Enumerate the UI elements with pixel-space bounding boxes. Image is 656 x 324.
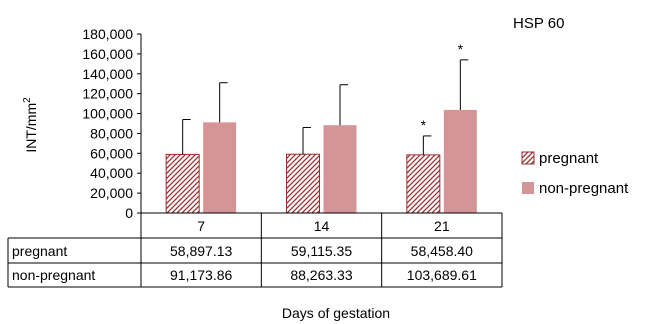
- bar-pregnant-14: [286, 153, 320, 214]
- bar-pregnant-21: [406, 154, 441, 214]
- legend-swatch: [522, 182, 534, 194]
- legend: pregnant non-pregnant: [521, 150, 629, 197]
- y-tick-label: 180,000: [82, 26, 133, 42]
- x-category-label: 14: [314, 218, 330, 234]
- table-cell: 91,173.86: [170, 267, 232, 283]
- x-axis-title: Days of gestation: [282, 305, 390, 321]
- table-cell: 58,458.40: [411, 243, 473, 259]
- bar-non-pregnant-7: [203, 122, 237, 213]
- legend-label: pregnant: [539, 150, 599, 167]
- significance-markers: **: [421, 41, 464, 133]
- table-cell: 59,115.35: [291, 243, 352, 259]
- legend-label: non-pregnant: [539, 180, 629, 197]
- table-cell: 88,263.33: [290, 267, 352, 283]
- y-tick-label: 20,000: [90, 185, 133, 201]
- y-tick-label: 140,000: [82, 66, 133, 82]
- y-axis-title-base: INT/mm: [23, 103, 39, 153]
- chart-title: HSP 60: [513, 15, 564, 32]
- bar-non-pregnant-21: [443, 109, 477, 213]
- y-tick-label: 40,000: [90, 165, 133, 181]
- table-row-label: non-pregnant: [12, 267, 95, 283]
- bar-pregnant-7: [165, 153, 200, 214]
- table-row-label: pregnant: [12, 243, 67, 259]
- bar-non-pregnant-14: [323, 125, 357, 213]
- y-tick-label: 0: [125, 205, 133, 221]
- error-bars-group: [182, 59, 469, 155]
- legend-swatch: [521, 151, 535, 165]
- data-table: 7 14 21 pregnant 58,897.13 59,115.35 58,458.40…: [7, 212, 503, 288]
- significance-marker: *: [421, 117, 427, 133]
- y-tick-label: 100,000: [82, 106, 133, 122]
- y-tick-label: 160,000: [82, 46, 133, 62]
- y-tick-label: 60,000: [90, 145, 133, 161]
- y-axis-title: INT/mm2: [22, 97, 39, 153]
- y-axis: 0 20,000 40,000 60,000 80,000 100,000 120,000 1…: [82, 26, 142, 221]
- x-category-label: 7: [197, 218, 205, 234]
- y-tick-label: 120,000: [82, 86, 133, 102]
- table-cell: 58,897.13: [170, 243, 232, 259]
- significance-marker: *: [458, 41, 464, 57]
- x-category-label: 21: [434, 218, 450, 234]
- bars-group: [165, 109, 477, 214]
- y-tick-label: 80,000: [90, 125, 133, 141]
- table-cell: 103,689.61: [407, 267, 477, 283]
- y-axis-title-superscript: 2: [22, 97, 33, 103]
